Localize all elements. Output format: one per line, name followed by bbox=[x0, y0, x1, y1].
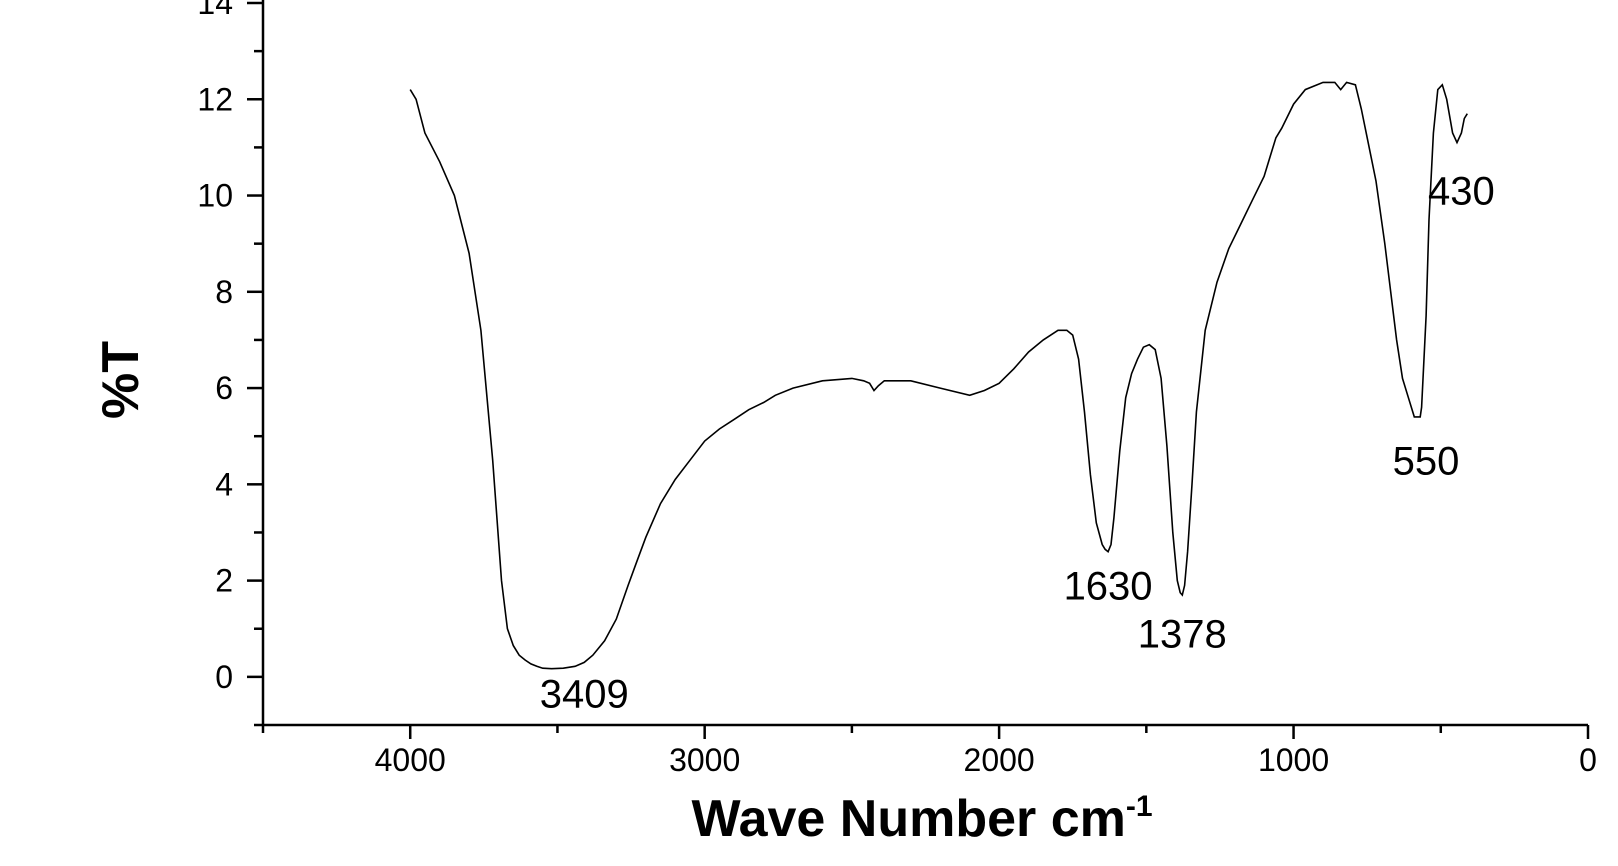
x-axis-title-superscript: -1 bbox=[1126, 790, 1153, 823]
x-tick-label: 3000 bbox=[669, 742, 740, 778]
y-tick-label: 6 bbox=[215, 370, 233, 406]
y-axis: 0 2 4 6 8 10 12 14 bbox=[197, 0, 265, 727]
y-tick-label: 2 bbox=[215, 563, 233, 599]
peak-label: 3409 bbox=[540, 673, 629, 717]
y-tick-label: 4 bbox=[215, 466, 233, 502]
y-tick-label: 8 bbox=[215, 274, 233, 310]
peak-label: 1378 bbox=[1138, 613, 1227, 657]
y-tick-label: 10 bbox=[197, 178, 233, 214]
peak-label: 550 bbox=[1393, 439, 1460, 483]
x-tick-label: 0 bbox=[1579, 742, 1597, 778]
x-axis-title: Wave Number cm-1 bbox=[691, 790, 1152, 848]
series-group bbox=[409, 81, 1468, 670]
y-tick-label: 12 bbox=[197, 81, 233, 117]
peak-label: 430 bbox=[1428, 170, 1495, 214]
x-tick-label: 2000 bbox=[964, 742, 1035, 778]
peak-label: 1630 bbox=[1064, 564, 1153, 608]
y-tick-label: 14 bbox=[197, 0, 233, 21]
x-axis-title-text: Wave Number cm bbox=[691, 790, 1125, 848]
x-tick-label: 4000 bbox=[375, 742, 446, 778]
y-tick-label: 0 bbox=[215, 659, 233, 695]
annotations: 3409 1630 1378 550 430 bbox=[540, 170, 1495, 717]
spectrum-line bbox=[409, 81, 1468, 670]
x-tick-label: 1000 bbox=[1258, 742, 1329, 778]
x-axis: 4000 3000 2000 1000 0 bbox=[261, 723, 1597, 778]
y-axis-title: %T bbox=[92, 341, 150, 419]
